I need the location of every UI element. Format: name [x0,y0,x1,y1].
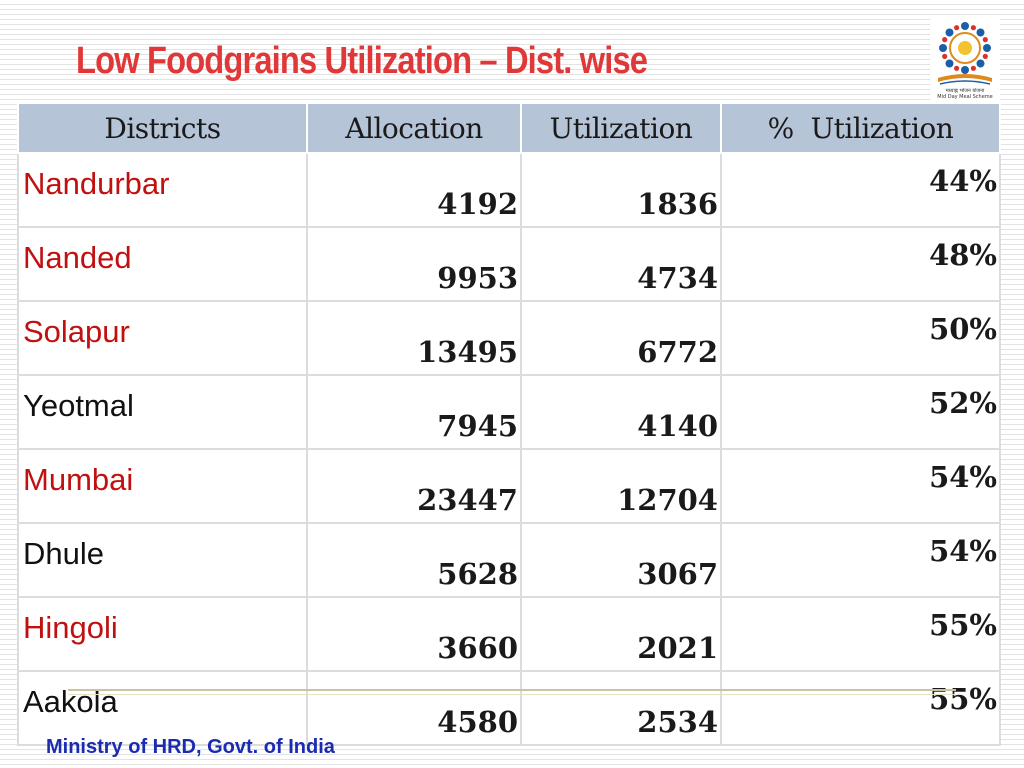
district-name: Dhule [17,522,308,598]
logo-caption-native: मध्याह्न भोजन योजना [945,88,985,94]
pct-utilization-value: 55% [720,670,1001,746]
column-header-allocation: Allocation [306,102,522,154]
utilization-value: 2021 [520,596,722,672]
table-row: Aakola 4580 2534 55% [17,670,1001,746]
allocation-value: 13495 [306,300,522,376]
district-name: Nanded [17,226,308,302]
utilization-value: 4734 [520,226,722,302]
district-name: Mumbai [17,448,308,524]
table-row: Nandurbar 4192 1836 44% [17,152,1001,228]
table-row: Solapur 13495 6772 50% [17,300,1001,376]
logo-caption-english: Mid Day Meal Scheme [937,94,993,100]
table-row: Hingoli 3660 2021 55% [17,596,1001,672]
district-utilization-table: Districts Allocation Utilization % Utili… [17,102,1001,746]
pct-utilization-value: 44% [720,152,1001,228]
mid-day-meal-logo-icon [930,18,1000,102]
utilization-value: 4140 [520,374,722,450]
allocation-value: 9953 [306,226,522,302]
footer-text: Ministry of HRD, Govt. of India [46,736,335,758]
allocation-value: 3660 [306,596,522,672]
column-header-pct-utilization: % Utilization [720,102,1001,154]
footer-divider-secondary [68,694,956,695]
allocation-value: 23447 [306,448,522,524]
utilization-value: 3067 [520,522,722,598]
allocation-value: 4580 [306,670,522,746]
pct-utilization-value: 54% [720,522,1001,598]
table-row: Yeotmal 7945 4140 52% [17,374,1001,450]
logo-caption: मध्याह्न भोजन योजना Mid Day Meal Scheme [932,88,998,100]
utilization-value: 12704 [520,448,722,524]
allocation-value: 7945 [306,374,522,450]
district-name: Hingoli [17,596,308,672]
table-row: Nanded 9953 4734 48% [17,226,1001,302]
slide-title: Low Foodgrains Utilization – Dist. wise [76,40,648,82]
allocation-value: 5628 [306,522,522,598]
pct-utilization-value: 52% [720,374,1001,450]
allocation-value: 4192 [306,152,522,228]
pct-utilization-value: 54% [720,448,1001,524]
district-name: Yeotmal [17,374,308,450]
table-row: Dhule 5628 3067 54% [17,522,1001,598]
footer-divider [68,689,956,691]
column-header-districts: Districts [17,102,308,154]
table-row: Mumbai 23447 12704 54% [17,448,1001,524]
district-name: Aakola [17,670,308,746]
pct-utilization-value: 55% [720,596,1001,672]
district-name: Solapur [17,300,308,376]
district-name: Nandurbar [17,152,308,228]
utilization-value: 6772 [520,300,722,376]
utilization-value: 2534 [520,670,722,746]
pct-utilization-value: 50% [720,300,1001,376]
table-header-row: Districts Allocation Utilization % Utili… [17,102,1001,154]
column-header-utilization: Utilization [520,102,722,154]
utilization-value: 1836 [520,152,722,228]
pct-utilization-value: 48% [720,226,1001,302]
